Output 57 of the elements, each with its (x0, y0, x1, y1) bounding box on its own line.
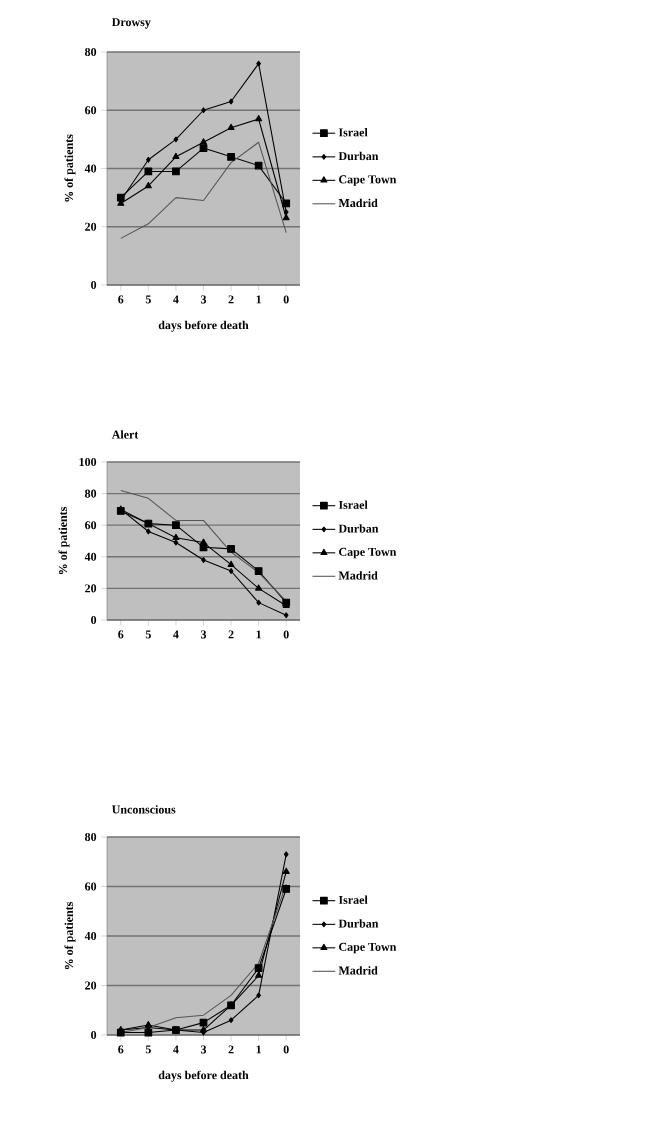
x-tick-label: 2 (228, 630, 234, 639)
legend-label: Cape Town (339, 547, 397, 559)
x-tick-label: 3 (200, 295, 207, 304)
y-tick-label: 60 (85, 106, 97, 115)
x-tick-label: 1 (256, 1045, 261, 1054)
x-tick-label: 6 (118, 1045, 124, 1054)
x-tick-label: 1 (256, 295, 261, 304)
y-axis-title: % of patients (64, 901, 76, 970)
legend-label: Cape Town (339, 942, 397, 954)
y-tick-label: 40 (84, 931, 97, 941)
y-tick-label: 0 (91, 1030, 97, 1040)
x-tick-label: 5 (145, 630, 151, 639)
y-tick-label: 0 (91, 280, 97, 290)
y-tick-label: 80 (85, 489, 97, 498)
x-tick-label: 6 (118, 295, 124, 304)
y-tick-label: 80 (85, 47, 97, 57)
legend-label: Israel (338, 500, 368, 509)
x-tick-label: 3 (200, 630, 207, 639)
x-tick-label: 1 (256, 630, 261, 639)
legend-label: Durban (338, 524, 379, 533)
y-tick-label: 20 (85, 981, 97, 990)
x-tick-label: 5 (145, 1045, 151, 1054)
y-tick-label: 60 (85, 521, 97, 530)
legend-label: Israel (338, 895, 368, 904)
y-tick-label: 0 (91, 615, 97, 625)
x-tick-label: 4 (173, 295, 179, 304)
chart-title: Alert (111, 430, 139, 439)
x-axis-title: days before death (158, 320, 249, 332)
chart-title: Unconscious (112, 805, 176, 814)
x-tick-label: 0 (283, 630, 289, 639)
x-tick-label: 2 (228, 1045, 234, 1054)
legend-label: Durban (338, 151, 379, 161)
x-tick-label: 6 (118, 630, 124, 639)
y-tick-label: 60 (85, 882, 97, 891)
x-tick-label: 3 (200, 1045, 207, 1054)
x-tick-label: 5 (145, 295, 151, 304)
x-tick-label: 2 (228, 295, 234, 304)
legend-label: Durban (338, 919, 379, 928)
legend-label: Madrid (338, 198, 378, 208)
legend-label: Israel (338, 128, 368, 137)
x-tick-label: 4 (173, 630, 179, 639)
y-tick-label: 20 (85, 222, 97, 231)
y-axis-title: % of patients (58, 506, 70, 575)
y-tick-label: 100 (79, 457, 97, 467)
y-axis-title: % of patients (64, 134, 76, 202)
x-tick-label: 0 (283, 1045, 289, 1054)
legend-label: Madrid (338, 571, 378, 580)
legend-label: Madrid (338, 966, 378, 975)
x-tick-label: 4 (173, 1045, 179, 1054)
x-tick-label: 0 (283, 295, 289, 304)
legend-label: Cape Town (339, 175, 397, 186)
x-axis-title: days before death (158, 1070, 249, 1082)
y-tick-label: 80 (85, 832, 97, 842)
y-tick-label: 40 (84, 164, 97, 173)
y-tick-label: 20 (85, 584, 97, 593)
chart-title: Drowsy (111, 18, 151, 29)
y-tick-label: 40 (84, 552, 97, 561)
